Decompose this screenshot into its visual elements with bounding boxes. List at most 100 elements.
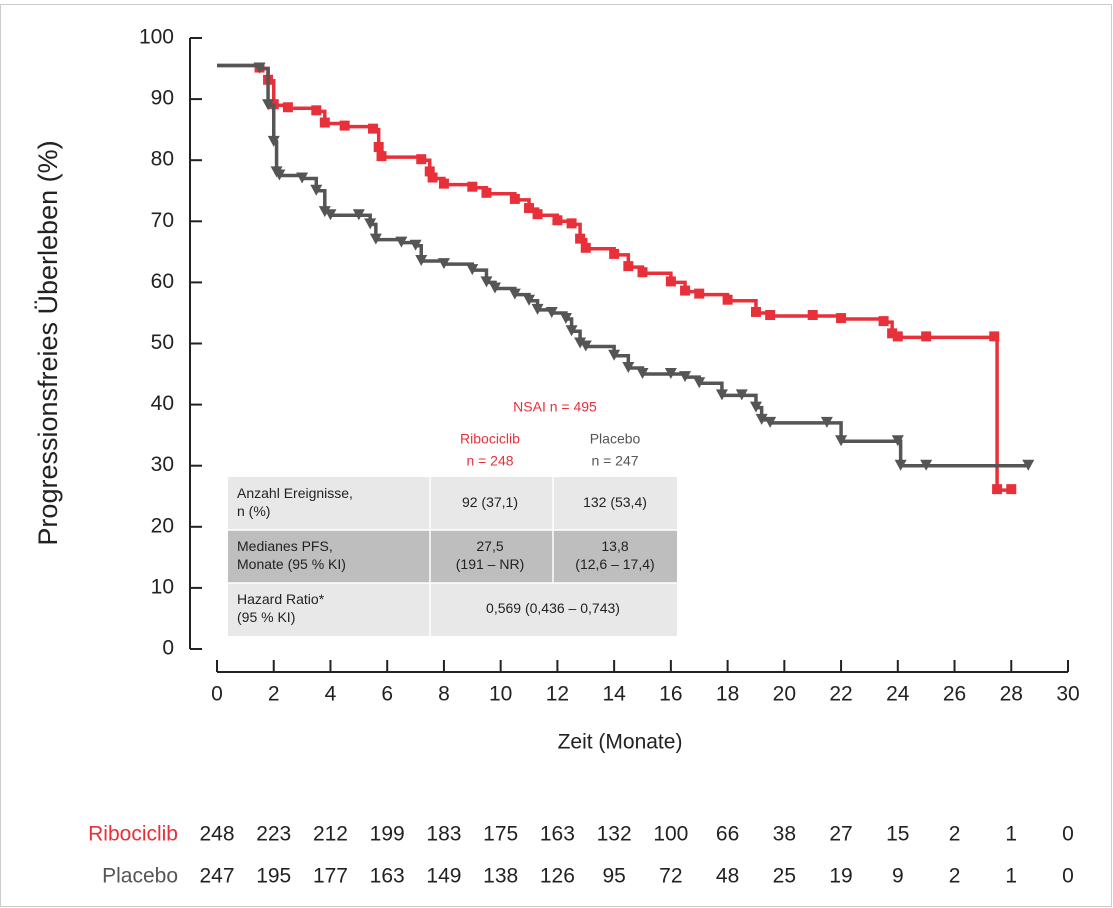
- risk-value: 183: [426, 823, 461, 846]
- censor-mark: [694, 288, 705, 299]
- risk-value: 248: [199, 823, 234, 846]
- censor-mark: [424, 166, 435, 177]
- x-tick-label: 26: [943, 683, 966, 706]
- censor-mark: [416, 154, 427, 165]
- x-axis-title: Zeit (Monate): [558, 731, 683, 754]
- table-cell: (95 % KI): [237, 609, 295, 625]
- table-cell: Medianes PFS,: [237, 538, 333, 554]
- censor-mark: [369, 233, 382, 245]
- x-tick-label: 4: [325, 683, 337, 706]
- y-axis-title: Progressionsfreies Überleben (%): [33, 140, 63, 545]
- censor-mark: [920, 459, 933, 471]
- risk-value: 223: [256, 823, 291, 846]
- table-title: NSAI n = 495: [513, 399, 597, 415]
- risk-value: 100: [653, 823, 688, 846]
- censor-mark: [722, 294, 733, 305]
- censor-mark: [749, 401, 762, 413]
- censor-mark: [992, 484, 1003, 495]
- censor-mark: [1022, 459, 1035, 471]
- censor-mark: [531, 303, 544, 315]
- risk-value: 199: [370, 823, 405, 846]
- risk-value: 9: [892, 865, 904, 888]
- y-tick-label: 0: [162, 637, 174, 660]
- censor-mark: [735, 389, 748, 401]
- censor-mark: [253, 62, 266, 74]
- risk-value: 138: [483, 865, 518, 888]
- table-row: [228, 530, 677, 583]
- censor-mark: [566, 218, 577, 229]
- x-tick-label: 22: [829, 683, 852, 706]
- table-cell: 27,5: [476, 538, 503, 554]
- censor-mark: [508, 288, 521, 300]
- risk-value: 66: [716, 823, 739, 846]
- censor-mark: [637, 267, 648, 278]
- risk-value: 149: [426, 865, 461, 888]
- risk-value: 0: [1062, 823, 1074, 846]
- risk-value: 48: [716, 865, 739, 888]
- table-cell: (191 – NR): [456, 556, 524, 572]
- censor-mark: [559, 313, 572, 325]
- censor-mark: [282, 102, 293, 113]
- censor-mark: [892, 331, 903, 342]
- censor-mark: [368, 123, 379, 134]
- censor-mark: [310, 184, 323, 196]
- censor-mark: [319, 117, 330, 128]
- censor-mark: [1006, 484, 1017, 495]
- censor-mark: [339, 120, 350, 131]
- table-column-header: Placebo: [590, 431, 641, 447]
- risk-value: 95: [602, 865, 625, 888]
- x-tick-label: 0: [211, 683, 223, 706]
- censor-mark: [565, 325, 578, 337]
- censor-mark: [324, 209, 337, 221]
- censor-mark: [764, 416, 777, 428]
- frame: [0, 4, 1112, 907]
- table-row: [228, 477, 677, 530]
- risk-row-label: Placebo: [102, 865, 178, 888]
- censor-mark: [488, 282, 501, 294]
- x-tick-label: 12: [546, 683, 569, 706]
- censor-mark: [524, 203, 535, 214]
- censor-mark: [409, 239, 422, 251]
- censor-mark: [532, 209, 543, 220]
- y-tick-label: 100: [139, 26, 174, 49]
- censor-mark: [622, 361, 635, 373]
- y-tick-label: 50: [151, 331, 174, 354]
- censor-mark: [835, 435, 848, 447]
- x-tick-label: 16: [659, 683, 682, 706]
- censor-mark: [318, 206, 331, 218]
- censor-mark: [580, 242, 591, 253]
- risk-value: 163: [540, 823, 575, 846]
- risk-value: 72: [659, 865, 682, 888]
- risk-value: 195: [256, 865, 291, 888]
- risk-value: 27: [829, 823, 852, 846]
- survival-curve: [217, 63, 1029, 468]
- x-tick-label: 14: [602, 683, 626, 706]
- censor-mark: [545, 306, 558, 318]
- censor-mark: [509, 193, 520, 204]
- table-cell: Anzahl Ereignisse,: [237, 485, 353, 501]
- censor-mark: [878, 316, 889, 327]
- censor-mark: [664, 368, 677, 380]
- censor-mark: [715, 389, 728, 401]
- censor-mark: [891, 435, 904, 447]
- censor-mark: [989, 331, 1000, 342]
- censor-mark: [466, 264, 479, 276]
- censor-mark: [467, 181, 478, 192]
- censor-mark: [679, 371, 692, 383]
- censor-mark: [267, 135, 280, 147]
- risk-value: 1: [1005, 865, 1017, 888]
- table-cell: 0,569 (0,436 – 0,743): [486, 600, 620, 616]
- censor-mark: [680, 285, 691, 296]
- table-cell: 92 (37,1): [462, 494, 518, 510]
- risk-value: 2: [949, 823, 961, 846]
- x-tick-label: 6: [381, 683, 393, 706]
- censor-mark: [438, 178, 449, 189]
- censor-mark: [894, 459, 907, 471]
- censor-mark: [765, 310, 776, 321]
- risk-value: 19: [829, 865, 852, 888]
- risk-value: 247: [199, 865, 234, 888]
- censor-mark: [523, 294, 536, 306]
- x-tick-label: 8: [438, 683, 450, 706]
- table-cell: 132 (53,4): [583, 494, 647, 510]
- censor-mark: [608, 349, 621, 361]
